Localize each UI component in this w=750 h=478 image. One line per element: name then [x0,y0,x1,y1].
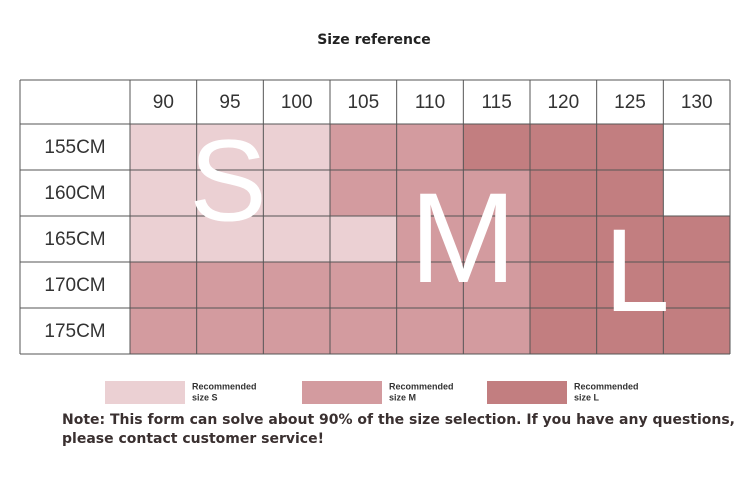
column-header: 120 [547,92,579,113]
size-cell [463,216,530,262]
size-cell [130,124,197,170]
size-cell [263,308,330,354]
size-cell [596,262,664,308]
legend-label: size S [192,392,218,402]
size-cell [330,170,397,216]
size-cell [530,124,597,170]
size-cell [263,170,330,216]
size-cell [396,124,464,170]
size-letter: L [604,205,670,337]
size-cell [330,216,397,262]
legend-swatch [105,381,185,404]
size-cell [663,308,730,354]
legend-swatch [487,381,567,404]
size-cell [530,262,597,308]
size-cell [263,262,330,308]
size-cell [463,262,530,308]
size-cell [663,124,730,170]
row-header: 155CM [44,137,105,158]
row-header: 165CM [44,229,105,250]
column-header: 110 [415,92,445,113]
legend-label: Recommended [192,381,257,391]
size-cell [196,170,264,216]
size-cell [396,262,464,308]
size-cell [396,216,464,262]
size-cell [330,124,397,170]
size-cell [330,308,397,354]
size-cell [663,262,730,308]
size-cell [596,124,664,170]
size-cell [663,216,730,262]
column-header: 130 [681,92,713,113]
size-cell [130,170,197,216]
size-cell [196,262,264,308]
row-header: 175CM [44,321,105,342]
note: Note: This form can solve about 90% of t… [62,412,736,447]
legend-swatch [302,381,382,404]
size-cell [596,216,664,262]
size-cell [196,308,264,354]
size-letter: S [189,116,266,246]
size-cell [330,262,397,308]
column-header: 95 [219,92,240,113]
legend-label: size M [389,392,416,402]
column-header: 125 [614,92,646,113]
size-cell [396,170,464,216]
title: Size reference [317,32,431,48]
size-cell [663,170,730,216]
column-header: 90 [153,92,174,113]
column-header: 100 [281,92,313,113]
size-cell [530,170,597,216]
legend-label: size L [574,392,600,402]
size-cell [196,124,264,170]
size-cell [463,170,530,216]
size-cell [263,216,330,262]
size-cell [196,216,264,262]
size-cell [463,124,530,170]
size-cell [530,216,597,262]
size-cell [596,170,664,216]
row-header: 170CM [44,275,105,296]
row-header: 160CM [44,183,105,204]
size-cell [130,216,197,262]
legend-label: Recommended [574,381,639,391]
legend-label: Recommended [389,381,454,391]
size-cell [396,308,464,354]
size-cell [596,308,664,354]
size-cell [463,308,530,354]
column-header: 105 [347,92,379,113]
size-cell [263,124,330,170]
size-cell [130,262,197,308]
size-cell [530,308,597,354]
column-header: 115 [482,92,512,113]
size-cell [130,308,197,354]
size-letter: M [410,167,517,310]
